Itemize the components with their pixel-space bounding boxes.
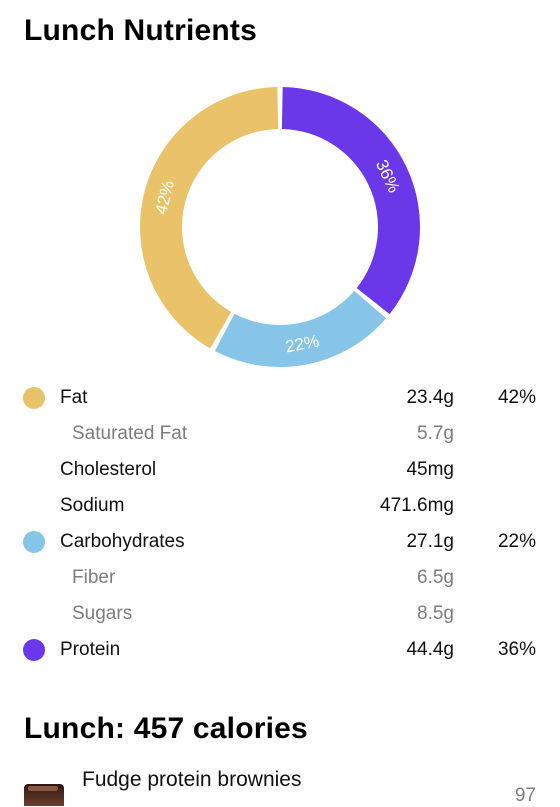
nutrient-amount: 471.6mg [380, 495, 454, 516]
nutrient-amount: 8.5g [417, 603, 454, 624]
nutrient-amount: 5.7g [417, 423, 454, 444]
nutrient-amount: 27.1g [406, 531, 454, 552]
donut-slice-fat[interactable] [140, 87, 279, 349]
nutrient-label: Cholesterol [60, 459, 157, 480]
food-item-calories: 97 [514, 785, 536, 806]
nutrient-label: Carbohydrates [60, 531, 185, 552]
nutrient-percent: 36% [497, 639, 536, 660]
nutrient-donut-chart: 36%22%42% [140, 87, 420, 367]
food-item-name[interactable]: Fudge protein brownies [82, 768, 302, 791]
nutrient-row[interactable]: Fiber 6.5g [0, 560, 560, 596]
nutrient-amount: 6.5g [417, 567, 454, 588]
donut-slice-carbohydrates[interactable] [214, 290, 387, 367]
nutrient-row[interactable]: Carbohydrates 27.1g 22% [0, 524, 560, 560]
nutrients-title: Lunch Nutrients [24, 14, 257, 47]
nutrient-row[interactable]: Cholesterol 45mg [0, 452, 560, 488]
nutrient-label: Saturated Fat [72, 423, 188, 444]
nutrient-row[interactable]: Protein 44.4g 36% [0, 632, 560, 668]
donut-slice-protein[interactable] [281, 87, 420, 315]
nutrient-amount: 44.4g [406, 639, 454, 660]
nutrient-label: Fiber [72, 567, 116, 588]
nutrient-label: Protein [60, 639, 121, 660]
nutrient-color-dot [23, 639, 45, 661]
brownie-thumbnail-highlight [28, 786, 58, 791]
nutrient-row[interactable]: Saturated Fat 5.7g [0, 416, 560, 452]
nutrient-amount: 45mg [406, 459, 454, 480]
nutrient-label: Sugars [72, 603, 133, 624]
nutrient-percent: 42% [497, 387, 536, 408]
nutrient-color-dot [23, 531, 45, 553]
lunch-title: Lunch: 457 calories [24, 712, 308, 745]
nutrient-amount: 23.4g [406, 387, 454, 408]
nutrient-label: Fat [60, 387, 88, 408]
nutrient-row[interactable]: Fat 23.4g 42% [0, 380, 560, 416]
nutrient-row[interactable]: Sodium 471.6mg [0, 488, 560, 524]
nutrient-percent: 22% [497, 531, 536, 552]
nutrient-color-dot [23, 387, 45, 409]
nutrient-label: Sodium [60, 495, 125, 516]
nutrient-row[interactable]: Sugars 8.5g [0, 596, 560, 632]
